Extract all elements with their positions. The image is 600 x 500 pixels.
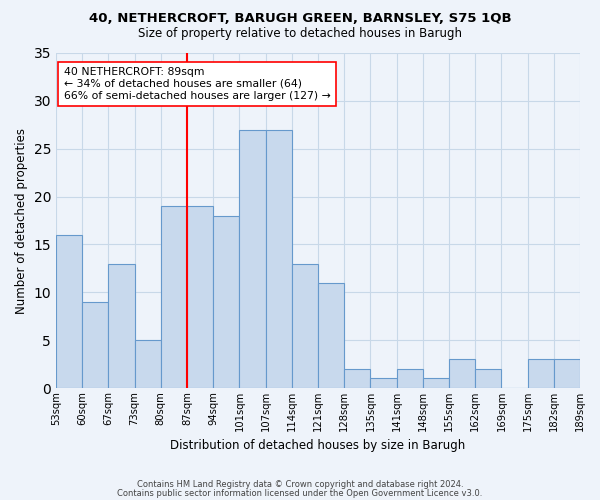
- Bar: [292, 264, 318, 388]
- Text: Contains HM Land Registry data © Crown copyright and database right 2024.: Contains HM Land Registry data © Crown c…: [137, 480, 463, 489]
- Bar: [56, 235, 82, 388]
- Bar: [213, 216, 239, 388]
- Bar: [344, 369, 370, 388]
- Bar: [423, 378, 449, 388]
- Bar: [370, 378, 397, 388]
- Text: Size of property relative to detached houses in Barugh: Size of property relative to detached ho…: [138, 28, 462, 40]
- Text: 40, NETHERCROFT, BARUGH GREEN, BARNSLEY, S75 1QB: 40, NETHERCROFT, BARUGH GREEN, BARNSLEY,…: [89, 12, 511, 26]
- Bar: [475, 369, 502, 388]
- Bar: [187, 206, 213, 388]
- Bar: [318, 282, 344, 388]
- Text: 40 NETHERCROFT: 89sqm
← 34% of detached houses are smaller (64)
66% of semi-deta: 40 NETHERCROFT: 89sqm ← 34% of detached …: [64, 68, 331, 100]
- X-axis label: Distribution of detached houses by size in Barugh: Distribution of detached houses by size …: [170, 440, 466, 452]
- Y-axis label: Number of detached properties: Number of detached properties: [15, 128, 28, 314]
- Bar: [449, 360, 475, 388]
- Bar: [239, 130, 266, 388]
- Bar: [266, 130, 292, 388]
- Bar: [527, 360, 554, 388]
- Bar: [109, 264, 134, 388]
- Bar: [134, 340, 161, 388]
- Text: Contains public sector information licensed under the Open Government Licence v3: Contains public sector information licen…: [118, 488, 482, 498]
- Bar: [397, 369, 423, 388]
- Bar: [161, 206, 187, 388]
- Bar: [82, 302, 109, 388]
- Bar: [554, 360, 580, 388]
